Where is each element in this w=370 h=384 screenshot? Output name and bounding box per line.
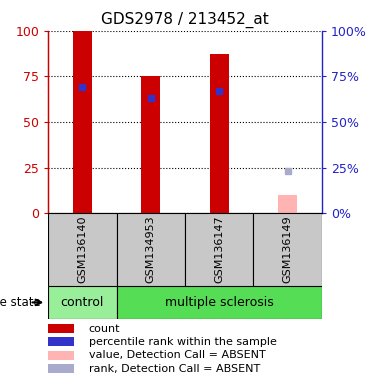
Bar <box>48 364 74 373</box>
Bar <box>48 286 117 319</box>
Bar <box>48 213 117 286</box>
Text: rank, Detection Call = ABSENT: rank, Detection Call = ABSENT <box>89 364 260 374</box>
Bar <box>185 213 253 286</box>
Bar <box>48 324 74 333</box>
Bar <box>73 31 92 213</box>
Text: GSM136149: GSM136149 <box>283 216 293 283</box>
Text: GSM136147: GSM136147 <box>214 216 224 283</box>
Bar <box>48 351 74 360</box>
Bar <box>210 55 229 213</box>
Text: multiple sclerosis: multiple sclerosis <box>165 296 273 309</box>
Text: GSM136140: GSM136140 <box>77 216 87 283</box>
Bar <box>117 213 185 286</box>
Bar <box>117 286 322 319</box>
Bar <box>48 337 74 346</box>
Text: disease state: disease state <box>0 296 44 309</box>
Text: value, Detection Call = ABSENT: value, Detection Call = ABSENT <box>89 350 266 360</box>
Text: control: control <box>61 296 104 309</box>
Bar <box>253 213 322 286</box>
Text: count: count <box>89 323 120 334</box>
Text: percentile rank within the sample: percentile rank within the sample <box>89 337 277 347</box>
Text: GSM134953: GSM134953 <box>146 216 156 283</box>
Bar <box>278 195 297 213</box>
Title: GDS2978 / 213452_at: GDS2978 / 213452_at <box>101 12 269 28</box>
Bar <box>141 76 160 213</box>
